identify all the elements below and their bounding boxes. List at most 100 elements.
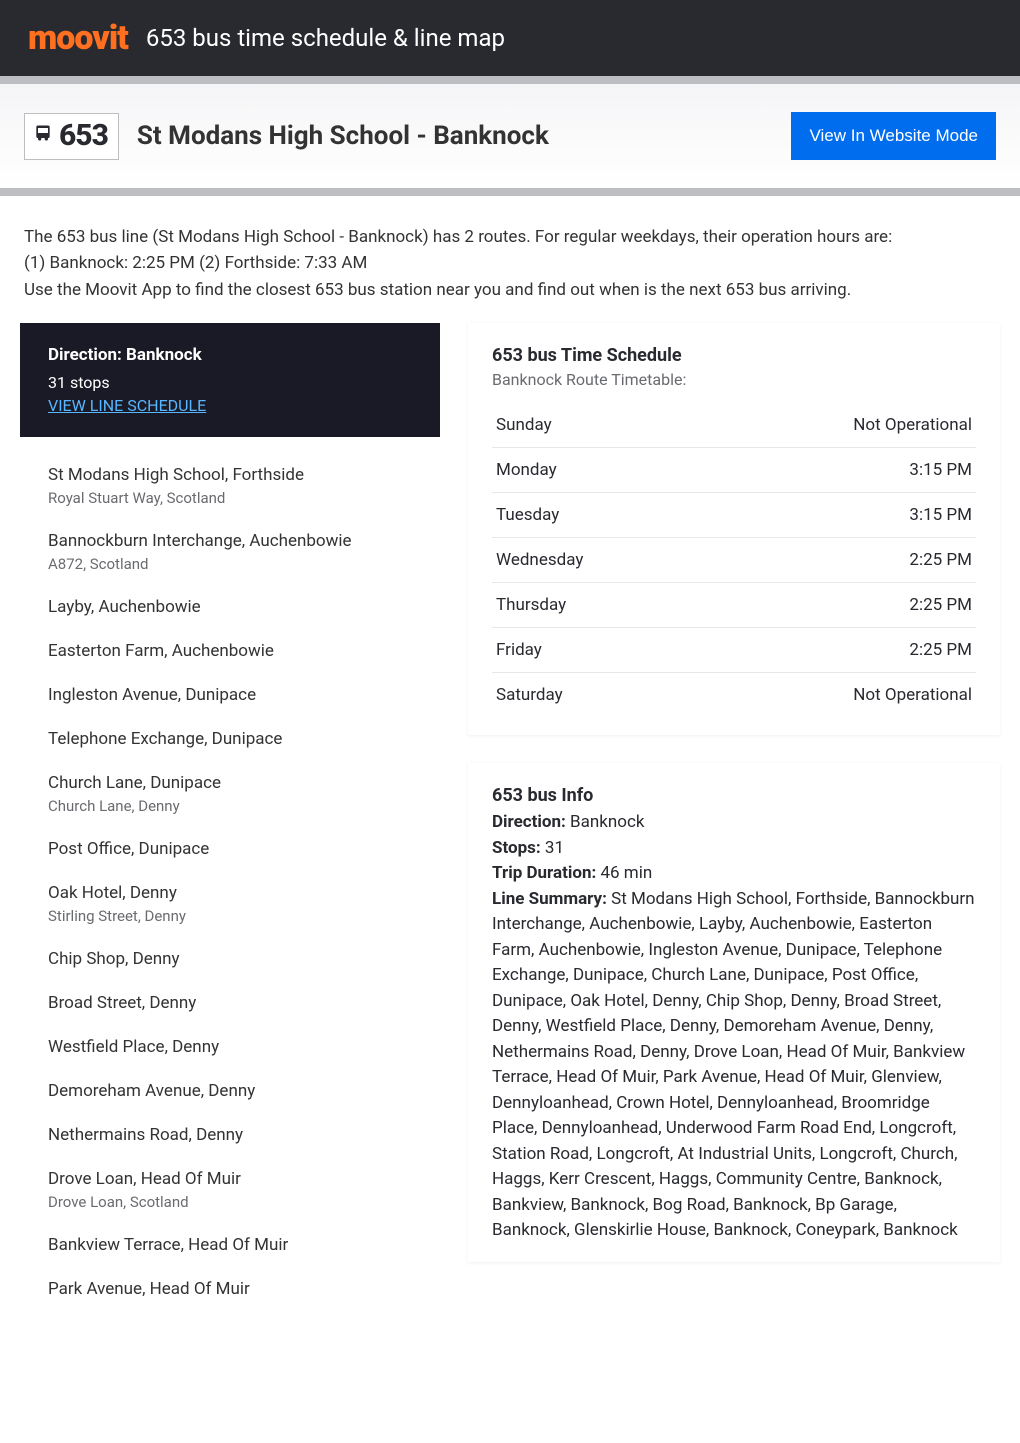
intro-text: The 653 bus line (St Modans High School … — [0, 196, 1020, 323]
route-badge: 653 — [24, 113, 119, 160]
info-stops-label: Stops: — [492, 838, 541, 858]
info-duration: Trip Duration: 46 min — [492, 861, 976, 887]
stop-item: Ingleston Avenue, Dunipace — [48, 673, 412, 717]
stop-item: Broad Street, Denny — [48, 981, 412, 1025]
moovit-logo: moovit — [28, 18, 128, 58]
stop-name: Westfield Place, Denny — [48, 1037, 412, 1057]
intro-line-2: (1) Banknock: 2:25 PM (2) Forthside: 7:3… — [24, 250, 996, 276]
stop-item: Easterton Farm, Auchenbowie — [48, 629, 412, 673]
stop-name: Broad Street, Denny — [48, 993, 412, 1013]
info-duration-value: 46 min — [596, 863, 652, 883]
bus-icon — [33, 123, 53, 147]
schedule-table: SundayNot OperationalMonday3:15 PMTuesda… — [492, 403, 976, 717]
stop-subtext: Stirling Street, Denny — [48, 907, 412, 925]
direction-card-header: Direction: Banknock 31 stops VIEW LINE S… — [20, 323, 440, 437]
stop-item: Drove Loan, Head Of Muir Drove Loan, Scot… — [48, 1157, 412, 1223]
info-stops-value: 31 — [541, 838, 564, 858]
route-number: 653 — [59, 118, 108, 153]
stop-name: Nethermains Road, Denny — [48, 1125, 412, 1145]
stop-name: Demoreham Avenue, Denny — [48, 1081, 412, 1101]
schedule-time: 3:15 PM — [700, 493, 976, 538]
schedule-row: Friday2:25 PM — [492, 628, 976, 673]
schedule-time: Not Operational — [700, 673, 976, 718]
schedule-row: Thursday2:25 PM — [492, 583, 976, 628]
info-direction: Direction: Banknock — [492, 810, 976, 836]
stop-item: Layby, Auchenbowie — [48, 585, 412, 629]
schedule-day: Sunday — [492, 403, 700, 448]
info-panel: 653 bus Info Direction: Banknock Stops: … — [468, 763, 1000, 1262]
schedule-day: Saturday — [492, 673, 700, 718]
schedule-time: 2:25 PM — [700, 628, 976, 673]
stop-item: Post Office, Dunipace — [48, 827, 412, 871]
info-stops: Stops: 31 — [492, 836, 976, 862]
stop-name: Chip Shop, Denny — [48, 949, 412, 969]
stop-item: Demoreham Avenue, Denny — [48, 1069, 412, 1113]
stop-name: Drove Loan, Head Of Muir — [48, 1169, 412, 1189]
route-subheader: 653 St Modans High School - Banknock Vie… — [0, 76, 1020, 196]
info-panel-title: 653 bus Info — [492, 785, 976, 806]
stop-item: Park Avenue, Head Of Muir — [48, 1267, 412, 1311]
info-summary-value: St Modans High School, Forthside, Bannoc… — [492, 889, 975, 1241]
stop-item: St Modans High School, Forthside Royal St… — [48, 453, 412, 519]
stop-item: Westfield Place, Denny — [48, 1025, 412, 1069]
stop-name: Bankview Terrace, Head Of Muir — [48, 1235, 412, 1255]
schedule-time: 3:15 PM — [700, 448, 976, 493]
stop-subtext: Drove Loan, Scotland — [48, 1193, 412, 1211]
stop-name: Telephone Exchange, Dunipace — [48, 729, 412, 749]
route-badge-wrap: 653 St Modans High School - Banknock — [24, 113, 549, 160]
right-column: 653 bus Time Schedule Banknock Route Tim… — [468, 323, 1000, 1262]
schedule-day: Friday — [492, 628, 700, 673]
stop-item: Oak Hotel, Denny Stirling Street, Denny — [48, 871, 412, 937]
schedule-day: Tuesday — [492, 493, 700, 538]
stop-name: Easterton Farm, Auchenbowie — [48, 641, 412, 661]
info-duration-label: Trip Duration: — [492, 863, 596, 883]
view-line-schedule-link[interactable]: VIEW LINE SCHEDULE — [48, 396, 206, 415]
stop-name: Park Avenue, Head Of Muir — [48, 1279, 412, 1299]
schedule-day: Monday — [492, 448, 700, 493]
stop-subtext: Church Lane, Denny — [48, 797, 412, 815]
left-column: Direction: Banknock 31 stops VIEW LINE S… — [20, 323, 440, 1319]
schedule-day: Thursday — [492, 583, 700, 628]
intro-line-1: The 653 bus line (St Modans High School … — [24, 224, 996, 250]
stop-subtext: Royal Stuart Way, Scotland — [48, 489, 412, 507]
schedule-time: 2:25 PM — [700, 538, 976, 583]
schedule-panel-title: 653 bus Time Schedule — [492, 345, 976, 366]
main-content: Direction: Banknock 31 stops VIEW LINE S… — [0, 323, 1020, 1359]
stop-name: St Modans High School, Forthside — [48, 465, 412, 485]
intro-line-3: Use the Moovit App to find the closest 6… — [24, 277, 996, 303]
page-title: 653 bus time schedule & line map — [146, 24, 505, 52]
info-direction-value: Banknock — [566, 812, 645, 832]
schedule-row: Monday3:15 PM — [492, 448, 976, 493]
info-direction-label: Direction: — [492, 812, 566, 832]
stop-item: Chip Shop, Denny — [48, 937, 412, 981]
stop-name: Bannockburn Interchange, Auchenbowie — [48, 531, 412, 551]
stop-item: Bannockburn Interchange, Auchenbowie A872… — [48, 519, 412, 585]
schedule-row: Wednesday2:25 PM — [492, 538, 976, 583]
direction-stops-count: 31 stops — [48, 373, 412, 392]
route-title: St Modans High School - Banknock — [137, 121, 549, 151]
schedule-row: SaturdayNot Operational — [492, 673, 976, 718]
stop-name: Post Office, Dunipace — [48, 839, 412, 859]
schedule-panel: 653 bus Time Schedule Banknock Route Tim… — [468, 323, 1000, 735]
schedule-time: 2:25 PM — [700, 583, 976, 628]
info-summary: Line Summary: St Modans High School, For… — [492, 887, 976, 1244]
stop-name: Oak Hotel, Denny — [48, 883, 412, 903]
schedule-row: SundayNot Operational — [492, 403, 976, 448]
stop-item: Nethermains Road, Denny — [48, 1113, 412, 1157]
view-website-mode-button[interactable]: View In Website Mode — [791, 112, 996, 160]
top-header: moovit 653 bus time schedule & line map — [0, 0, 1020, 76]
schedule-panel-subtitle: Banknock Route Timetable: — [492, 370, 976, 389]
schedule-time: Not Operational — [700, 403, 976, 448]
stop-name: Ingleston Avenue, Dunipace — [48, 685, 412, 705]
schedule-row: Tuesday3:15 PM — [492, 493, 976, 538]
stop-item: Bankview Terrace, Head Of Muir — [48, 1223, 412, 1267]
stop-name: Layby, Auchenbowie — [48, 597, 412, 617]
stop-item: Telephone Exchange, Dunipace — [48, 717, 412, 761]
stops-list: St Modans High School, Forthside Royal St… — [20, 437, 440, 1319]
stop-item: Church Lane, Dunipace Church Lane, Denny — [48, 761, 412, 827]
schedule-day: Wednesday — [492, 538, 700, 583]
info-summary-label: Line Summary: — [492, 889, 607, 909]
stop-name: Church Lane, Dunipace — [48, 773, 412, 793]
stop-subtext: A872, Scotland — [48, 555, 412, 573]
direction-title: Direction: Banknock — [48, 345, 412, 365]
